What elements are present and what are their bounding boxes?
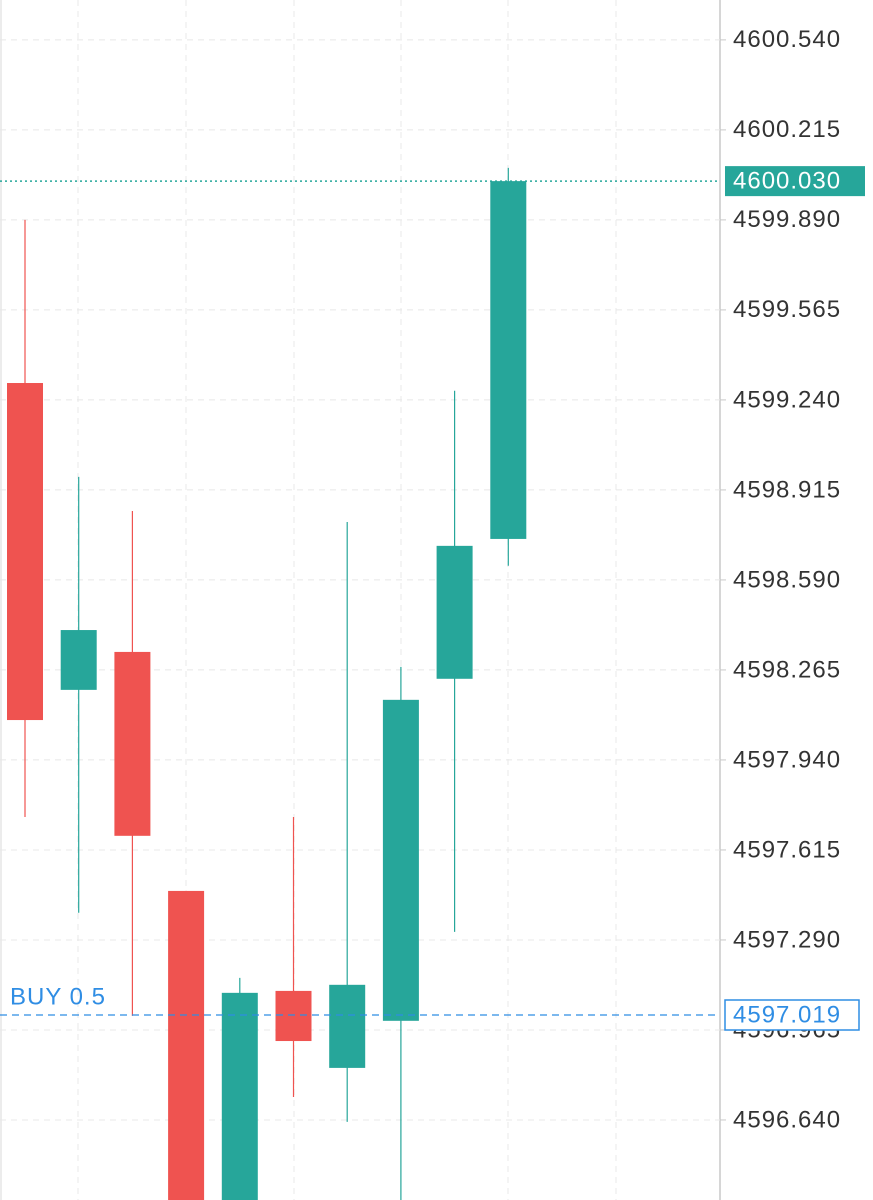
y-tick-label: 4599.565 <box>733 296 841 323</box>
candle-body <box>221 992 258 1200</box>
order-price-label: 4597.019 <box>733 1001 841 1028</box>
candle-body <box>168 890 205 1200</box>
candle-body <box>490 181 527 539</box>
order-label: BUY 0.5 <box>10 983 106 1010</box>
candle-body <box>436 545 473 679</box>
candle-body <box>329 984 366 1068</box>
y-tick-label: 4600.540 <box>733 26 841 53</box>
y-tick-label: 4598.265 <box>733 656 841 683</box>
candles <box>7 167 527 1200</box>
vertical-grid <box>77 0 617 1200</box>
candle-body <box>382 699 419 1021</box>
last-price-label-bg <box>725 166 865 197</box>
candle-body <box>275 990 312 1042</box>
last-price-label: 4600.030 <box>733 167 841 194</box>
candle-body <box>60 630 97 690</box>
candle-body <box>114 651 151 836</box>
y-tick-label: 4597.940 <box>733 746 841 773</box>
y-tick-label: 4599.890 <box>733 206 841 233</box>
y-tick-label: 4599.240 <box>733 386 841 413</box>
y-tick-label: 4598.915 <box>733 476 841 503</box>
y-tick-label: 4597.615 <box>733 836 841 863</box>
y-tick-label: 4600.215 <box>733 116 841 143</box>
y-tick-label: 4597.290 <box>733 926 841 953</box>
order-price-box <box>724 999 860 1031</box>
y-tick-label: 4596.640 <box>733 1106 841 1133</box>
candle-body <box>7 383 43 721</box>
y-tick-label: 4598.590 <box>733 566 841 593</box>
